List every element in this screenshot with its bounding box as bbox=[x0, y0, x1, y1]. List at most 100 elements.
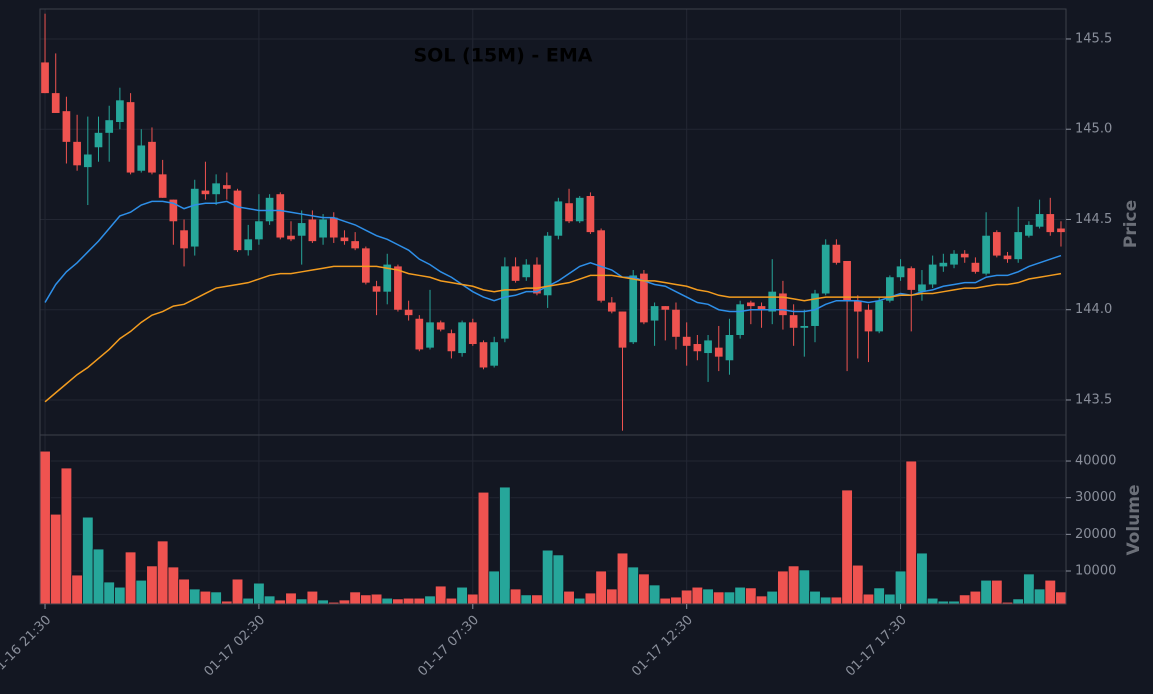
candle-body bbox=[618, 311, 627, 348]
candle-body bbox=[672, 309, 680, 337]
volume-bar bbox=[253, 582, 265, 605]
volume-bar bbox=[413, 597, 426, 605]
candle-body bbox=[661, 306, 670, 310]
volume-bar bbox=[520, 594, 533, 605]
volume-bar bbox=[338, 599, 351, 605]
volume-bar bbox=[434, 585, 447, 605]
candle-body bbox=[960, 253, 969, 258]
volume-bar bbox=[969, 590, 982, 605]
volume-bar bbox=[370, 593, 383, 605]
volume-bar bbox=[862, 593, 875, 605]
volume-bar bbox=[1033, 588, 1046, 605]
volume-bar bbox=[991, 579, 1003, 605]
candle-body bbox=[629, 275, 638, 343]
candle-body bbox=[158, 174, 167, 198]
candle-body bbox=[265, 197, 274, 222]
volume-bar bbox=[841, 489, 853, 605]
y-tick-label: 145.0 bbox=[1075, 122, 1112, 137]
candle-body bbox=[51, 93, 60, 113]
volume-bar bbox=[114, 586, 126, 605]
volume-bar bbox=[445, 597, 458, 605]
volume-bar bbox=[884, 593, 896, 605]
candle-body bbox=[789, 315, 798, 328]
candle-body bbox=[501, 266, 509, 339]
candle-body bbox=[180, 230, 188, 249]
volume-bar bbox=[39, 450, 51, 605]
volume-bar bbox=[60, 467, 73, 605]
candle-body bbox=[586, 196, 595, 233]
volume-bar bbox=[670, 596, 682, 605]
volume-bar bbox=[723, 591, 736, 605]
volume-bar bbox=[541, 549, 554, 605]
volume-bar bbox=[584, 592, 597, 605]
volume-bar bbox=[1023, 573, 1035, 605]
candle-body bbox=[148, 141, 156, 173]
candle-body bbox=[779, 293, 787, 316]
candle-body bbox=[329, 217, 338, 238]
candle-body bbox=[682, 336, 691, 346]
volume-bar bbox=[702, 588, 714, 605]
candle-body bbox=[41, 62, 49, 94]
candle-body bbox=[886, 277, 894, 301]
candle-body bbox=[939, 262, 948, 267]
candle-body bbox=[319, 219, 327, 238]
candle-body bbox=[693, 344, 702, 352]
candle-body bbox=[233, 190, 242, 251]
volume-bar bbox=[734, 586, 746, 605]
candle-body bbox=[565, 203, 573, 222]
volume-bar bbox=[381, 597, 393, 605]
volume-bar bbox=[188, 588, 201, 605]
volume-bar bbox=[199, 590, 212, 605]
volume-tick-label: 30000 bbox=[1075, 490, 1116, 505]
volume-bar bbox=[873, 587, 885, 605]
candle-body bbox=[458, 322, 466, 354]
ema-line bbox=[44, 265, 1062, 403]
candle-body bbox=[725, 334, 734, 361]
volume-bar bbox=[295, 598, 308, 605]
candle-body bbox=[383, 264, 392, 292]
volume-bar bbox=[124, 551, 137, 605]
candle-body bbox=[875, 300, 884, 332]
candle-body bbox=[126, 102, 135, 173]
candle-body bbox=[404, 309, 413, 316]
candle-body bbox=[436, 322, 445, 330]
volume-bar bbox=[819, 596, 832, 605]
volume-bar bbox=[402, 597, 415, 605]
volume-bar bbox=[477, 491, 490, 605]
candle-body bbox=[832, 244, 841, 263]
candle-body bbox=[522, 264, 531, 278]
volume-bar bbox=[606, 588, 618, 605]
volume-bar bbox=[92, 548, 105, 605]
volume-bar bbox=[306, 590, 319, 605]
y-tick-label: 144.0 bbox=[1075, 302, 1112, 317]
candle-body bbox=[105, 120, 114, 133]
candle-body bbox=[255, 221, 263, 240]
volume-bar bbox=[156, 540, 169, 605]
volume-bar bbox=[274, 599, 287, 605]
volume-bar bbox=[103, 581, 115, 605]
y-tick-label: 145.5 bbox=[1075, 31, 1112, 46]
volume-bar bbox=[552, 554, 565, 605]
candle-body bbox=[1035, 214, 1044, 227]
candle-body bbox=[992, 232, 1001, 256]
candle-body bbox=[244, 239, 253, 251]
volume-bar bbox=[648, 584, 661, 605]
volume-bar bbox=[852, 564, 864, 605]
volume-bar bbox=[926, 597, 939, 605]
volume-bar bbox=[424, 595, 436, 605]
candle-body bbox=[928, 264, 937, 285]
volume-bar bbox=[627, 566, 639, 605]
volume-bar bbox=[135, 579, 148, 605]
volume-bar bbox=[531, 594, 543, 605]
candle-body bbox=[83, 154, 92, 168]
candle-body bbox=[864, 309, 873, 332]
volume-bar bbox=[894, 570, 907, 605]
candle-body bbox=[1057, 228, 1065, 233]
volume-bar bbox=[980, 579, 992, 605]
candle-body bbox=[918, 284, 926, 292]
candle-body bbox=[479, 342, 488, 368]
volume-tick-label: 10000 bbox=[1075, 564, 1116, 579]
candle-body bbox=[971, 262, 980, 272]
candle-body bbox=[190, 188, 199, 247]
